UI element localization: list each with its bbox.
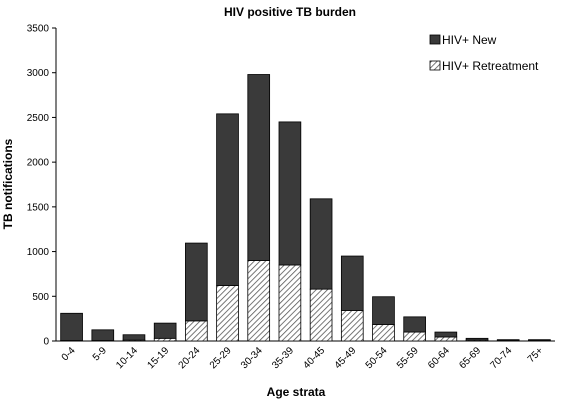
x-tick-label: 65-69	[457, 345, 483, 371]
bar-retreatment	[309, 288, 333, 342]
x-tick-label: 55-59	[395, 345, 421, 371]
bar-new	[278, 121, 302, 266]
bar-retreatment	[216, 285, 239, 342]
bar-new	[309, 198, 333, 290]
x-tick-label: 40-45	[301, 345, 327, 371]
x-tick-label: 20-24	[177, 345, 203, 371]
x-tick-label: 5-9	[91, 345, 109, 363]
bar-retreatment	[340, 310, 364, 342]
bar-retreatment	[372, 324, 395, 342]
y-tick-label: 3000	[27, 68, 50, 79]
bar-new	[153, 322, 177, 339]
bar-retreatment	[278, 264, 302, 342]
x-tick-label: 45-49	[333, 345, 359, 371]
bar-new	[91, 329, 115, 341]
legend-label-retreatment: HIV+ Retreatment	[442, 59, 539, 73]
y-tick-label: 2000	[27, 158, 50, 169]
legend-swatch-retreatment	[429, 60, 441, 71]
x-tick-label: 30-34	[239, 345, 265, 371]
bar-new	[528, 339, 551, 341]
legend-label-new: HIV+ New	[442, 33, 497, 47]
chart-title: HIV positive TB burden	[224, 5, 356, 19]
x-axis-title: Age strata	[267, 385, 326, 399]
bar-new	[60, 312, 83, 341]
y-tick-label: 1500	[27, 202, 50, 213]
y-tick-label: 2500	[27, 113, 50, 124]
bar-retreatment	[185, 320, 208, 342]
x-tick-label: 70-74	[488, 345, 514, 371]
x-axis: 0-4 5-9 10-14 15-19 20-24 25-29 30-34 35-39 40-4…	[56, 340, 555, 371]
y-tick-label: 3500	[27, 24, 50, 35]
x-tick-label: 60-64	[426, 345, 452, 371]
x-tick-label: 25-29	[208, 345, 234, 371]
bar-retreatment	[153, 337, 177, 342]
bar-new	[340, 255, 364, 311]
y-tick-label: 1000	[27, 247, 50, 258]
bar-new	[465, 337, 489, 341]
bar-new	[247, 74, 271, 261]
legend: HIV+ New HIV+ Retreatment	[429, 33, 539, 73]
bar-retreatment	[434, 336, 458, 342]
bar-new	[122, 334, 146, 341]
y-axis: 0 500 1000 1500 2000 2500 3000 3500	[27, 24, 57, 348]
bar-retreatment	[247, 260, 271, 342]
x-tick-label: 50-54	[364, 345, 390, 371]
x-tick-label: 75+	[526, 345, 546, 365]
bar-new	[185, 242, 208, 322]
y-tick-label: 0	[43, 337, 49, 348]
y-axis-title: TB notifications	[1, 138, 15, 229]
x-tick-label: 0-4	[60, 345, 78, 363]
bar-retreatment	[403, 331, 426, 342]
x-tick-label: 15-19	[145, 345, 171, 371]
x-tick-label: 35-39	[270, 345, 296, 371]
bar-new	[216, 113, 239, 286]
bar-new	[496, 339, 520, 341]
bar-new	[434, 331, 458, 338]
bar-new	[403, 316, 426, 333]
y-tick-label: 500	[32, 292, 49, 303]
bars	[60, 74, 551, 342]
bar-new	[372, 296, 395, 325]
legend-swatch-new	[429, 34, 441, 45]
x-tick-label: 10-14	[114, 345, 140, 371]
